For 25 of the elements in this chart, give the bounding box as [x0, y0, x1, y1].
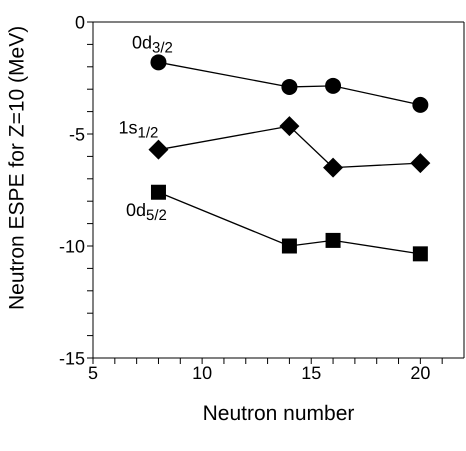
point [326, 232, 341, 248]
point [323, 158, 344, 178]
y-tick-label: 0 [74, 12, 85, 32]
y-axis-title: Neutron ESPE for Z=10 (MeV) [5, 26, 28, 310]
point [410, 153, 430, 174]
point [279, 116, 300, 136]
x-tick-label: 5 [88, 362, 98, 383]
series-label: 0d$_{3/2}$ [132, 32, 173, 56]
point [281, 78, 298, 95]
point [282, 238, 297, 254]
series-label: 0d$_{5/2}$ [126, 200, 167, 224]
x-axis-title: Neutron number [202, 402, 354, 425]
x-tick-label: 20 [410, 362, 430, 383]
y-tick-label: -15 [58, 348, 85, 368]
y-tick-label: -10 [58, 236, 85, 256]
point [412, 96, 428, 113]
point [325, 78, 342, 94]
series-label: 1s$_{1/2}$ [118, 118, 158, 142]
point [150, 184, 166, 200]
point [412, 246, 428, 262]
x-tick-label: 10 [192, 362, 212, 383]
x-tick-label: 15 [301, 362, 322, 383]
y-tick-label: -5 [68, 124, 85, 144]
point [148, 140, 168, 160]
point [150, 54, 166, 70]
